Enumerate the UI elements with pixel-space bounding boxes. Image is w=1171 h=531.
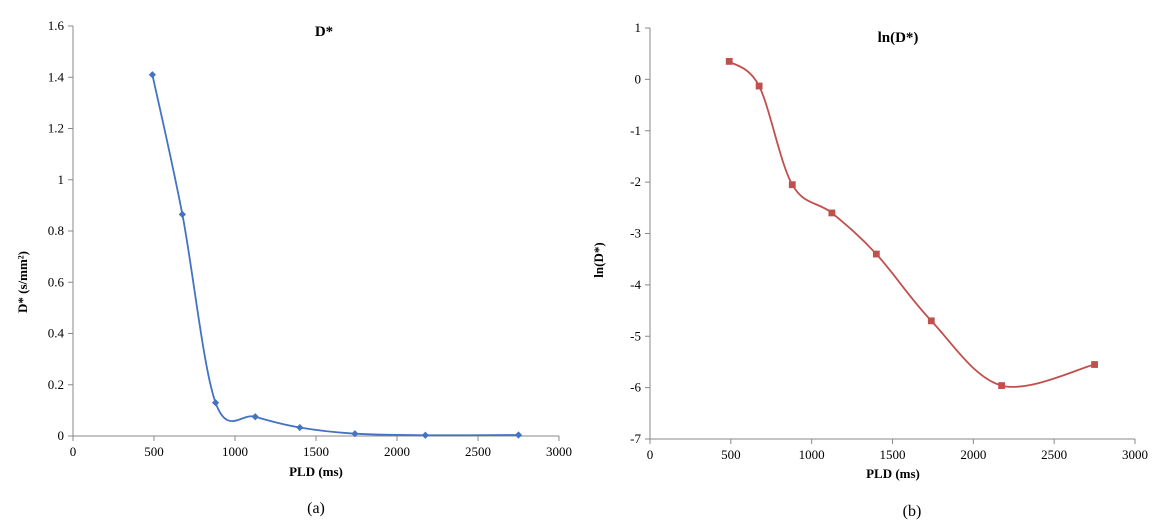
chart-b-x-tick-label: 0	[647, 447, 654, 462]
chart-b-series-line	[728, 60, 1095, 388]
chart-a-data-point	[296, 423, 304, 432]
chart-b-data-point	[872, 250, 880, 258]
chart-b-axes: -7 -6 -5 -4 -3 -2 -1 0 1 0 500 1000 1500 2000 2500 3000	[630, 20, 1148, 462]
chart-a-data-point	[351, 430, 359, 438]
chart-a-y-tick-label: 1	[58, 172, 65, 187]
chart-a-ylabel: D* (s/mm²)	[15, 251, 30, 313]
chart-a-x-tick-label: 2000	[384, 444, 410, 459]
chart-a-caption: (a)	[307, 500, 325, 517]
chart-a-data-point	[251, 413, 259, 421]
chart-a-x-tick-label: 500	[144, 444, 164, 459]
chart-b-y-tick-label: -3	[630, 226, 641, 241]
chart-a-y-tick-label: 0.2	[48, 377, 64, 392]
chart-b-x-tick-label: 500	[721, 447, 741, 462]
chart-a-plot-area	[148, 71, 523, 439]
chart-b-y-tick-label: 1	[635, 20, 642, 35]
chart-a-x-tick-label: 0	[70, 444, 77, 459]
chart-a-series-line	[151, 74, 519, 437]
chart-a-y-tick-label: 1.6	[48, 18, 65, 33]
chart-a-xlabel: PLD (ms)	[289, 464, 343, 479]
chart-a-y-tick-label: 1.4	[48, 69, 65, 84]
chart-b-data-point	[828, 209, 836, 217]
chart-b-y-tick-label: -1	[630, 123, 641, 138]
chart-b-y-tick-label: -2	[630, 174, 641, 189]
chart-b: ln(D*) PLD (ms) ln(D*) (b) -7-6-5-4-3-2-…	[591, 20, 1148, 520]
chart-b-data-point	[998, 382, 1006, 389]
chart-b-x-tick-label: 2500	[1041, 447, 1067, 462]
chart-a-data-point	[421, 431, 429, 439]
chart-b-xlabel: PLD (ms)	[866, 466, 920, 481]
chart-b-plot-area	[725, 57, 1098, 389]
chart-b-data-point	[788, 181, 796, 189]
chart-a-y-tick-label: 0.4	[48, 326, 65, 341]
chart-b-y-tick-label: -4	[630, 277, 641, 292]
chart-a-x-tick-label: 2500	[465, 444, 491, 459]
chart-b-ylabel: ln(D*)	[591, 242, 606, 277]
chart-a-y-tick-label: 0.8	[48, 223, 64, 238]
chart-a-y-tick-label: 1.2	[48, 121, 64, 136]
chart-b-x-tick-label: 3000	[1122, 447, 1148, 462]
chart-a-x-tick-label: 1500	[303, 444, 329, 459]
chart-a-data-point	[178, 210, 186, 218]
chart-b-data-point	[725, 57, 733, 65]
chart-a-y-tick-label: 0	[58, 428, 65, 443]
chart-b-data-point	[927, 317, 935, 325]
chart-a-y-tick-label: 0.6	[48, 274, 65, 289]
chart-b-y-tick-label: -7	[630, 431, 641, 446]
chart-a-x-tick-label: 3000	[546, 444, 572, 459]
chart-b-y-tick-label: 0	[635, 71, 642, 86]
chart-b-x-tick-label: 2000	[960, 447, 986, 462]
chart-b-title: ln(D*)	[878, 30, 919, 46]
chart-a-axes: 0 0.2 0.4 0.6 0.8 1 1.2 1.4 1.6 0 500 1000 1500 2000 2…	[48, 18, 572, 459]
chart-b-data-point	[1091, 361, 1098, 368]
chart-a-data-point	[211, 399, 220, 407]
chart-b-x-tick-label: 1500	[880, 447, 906, 462]
chart-a-title: D*	[315, 24, 333, 40]
chart-b-caption: (b)	[903, 503, 922, 520]
chart-b-y-tick-label: -5	[630, 328, 641, 343]
chart-a-data-point	[148, 71, 156, 79]
chart-a-data-point	[514, 431, 523, 439]
chart-b-y-tick-label: -6	[630, 380, 641, 395]
chart-b-x-tick-label: 1000	[799, 447, 825, 462]
chart-a: D* PLD (ms) D* (s/mm²) (a) 0 0.2 0.4 0.6 0.8…	[15, 18, 572, 517]
chart-b-data-point	[755, 82, 763, 90]
chart-a-x-tick-label: 1000	[222, 444, 248, 459]
